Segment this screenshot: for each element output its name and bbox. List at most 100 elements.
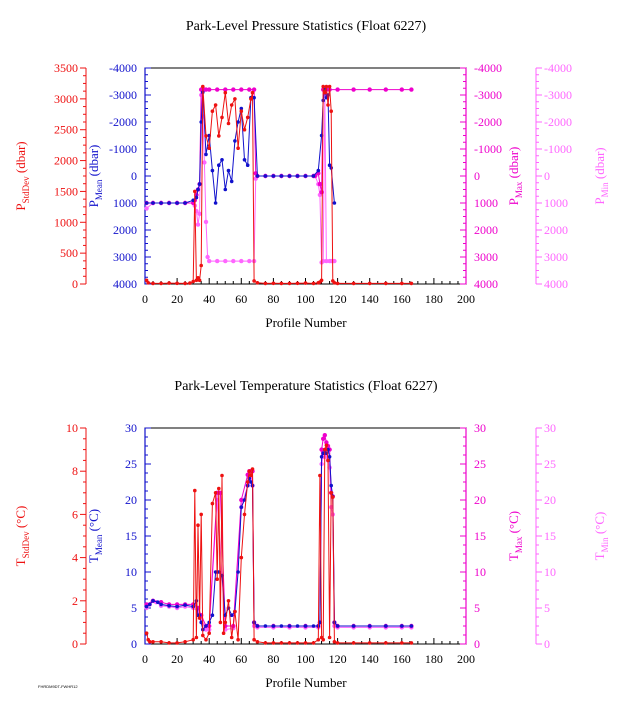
pressure-x-axis-label: Profile Number (265, 315, 347, 330)
pressure-max-point (223, 87, 228, 92)
temperature-x-tick-label: 60 (235, 652, 247, 666)
temperature-stddev-point (217, 486, 221, 491)
pressure-mean-point (159, 201, 163, 205)
temperature-stddev-point (193, 488, 197, 493)
temperature-mean-point (175, 604, 179, 609)
temperature-mean-point (199, 620, 203, 625)
pressure-mean-point (252, 95, 256, 100)
temperature-x-tick-label: 160 (393, 652, 411, 666)
pressure-stddev-point (329, 109, 334, 113)
pressure-stddev-point (384, 281, 388, 286)
pressure-x-tick-label: 0 (142, 292, 148, 306)
pressure-mean-point (196, 187, 200, 192)
pressure-max-tick-label: 2000 (474, 223, 498, 237)
pressure-max-axis-label: PMax (dbar) (506, 147, 524, 206)
pressure-max-tick-label: 3000 (474, 250, 498, 264)
pressure-stddev-point (255, 281, 260, 285)
pressure-stddev-point (204, 134, 208, 138)
temperature-stddev-tick-label: 2 (72, 594, 78, 608)
pressure-max-point (231, 87, 236, 92)
pressure-mean-point (175, 201, 179, 205)
pressure-stddev-point (249, 97, 253, 101)
pressure-stddev-point (236, 146, 240, 150)
pressure-max-point (317, 181, 323, 187)
pressure-max-point (239, 87, 244, 92)
pressure-mean-point (311, 174, 316, 178)
temperature-mean-point (271, 624, 276, 628)
temperature-stddev-point (271, 641, 276, 645)
pressure-max-tick-label: -2000 (474, 115, 502, 129)
temperature-stddev-axis-label: TStdDev (°C) (13, 506, 31, 567)
pressure-stddev-point (311, 281, 316, 286)
temperature-max-tick-label: 15 (474, 529, 486, 543)
temperature-chart: Park-Level Temperature Statistics (Float… (13, 379, 610, 690)
temperature-stddev-point (367, 641, 372, 645)
pressure-stddev-point (303, 281, 308, 285)
pressure-stddev-point (239, 109, 244, 113)
temperature-mean-point (329, 483, 334, 488)
temperature-x-tick-label: 200 (457, 652, 475, 666)
pressure-mean-point (295, 174, 300, 178)
pressure-mean-point (191, 198, 195, 203)
pressure-stddev-line (146, 86, 412, 284)
temperature-x-tick-label: 180 (425, 652, 443, 666)
temperature-stddev-point (263, 641, 268, 645)
temperature-mean-point (236, 570, 240, 574)
pressure-max-point (247, 87, 252, 92)
temperature-stddev-tick-label: 10 (66, 421, 78, 435)
temperature-min-tick-label: 5 (544, 601, 550, 615)
pressure-mean-point (279, 174, 284, 178)
pressure-stddev-point (213, 103, 218, 107)
temperature-max-point (322, 433, 327, 438)
pressure-stddev-point (321, 84, 326, 89)
pressure-mean-axis-label: PMean (dbar) (86, 145, 104, 208)
pressure-min-tick-label: -3000 (544, 88, 572, 102)
pressure-mean-point (210, 168, 215, 173)
pressure-stddev-tick-label: 1500 (54, 184, 78, 198)
pressure-mean-point (332, 201, 337, 205)
temperature-stddev-point (321, 637, 326, 642)
temperature-stddev-point (183, 640, 187, 644)
pressure-x-tick-label: 100 (297, 292, 315, 306)
temperature-stddev-point (311, 641, 316, 645)
pressure-stddev-axis-label: PStdDev (dbar) (13, 141, 31, 210)
footer-file-id: FHRDM9DT-FWHR12 (38, 684, 78, 689)
pressure-stddev-point (229, 103, 234, 107)
temperature-min-tick-label: 25 (544, 457, 556, 471)
temperature-stddev-point (400, 641, 404, 645)
temperature-mean-tick-label: 20 (125, 493, 137, 507)
pressure-max-tick-label: -4000 (474, 61, 502, 75)
pressure-stddev-point (409, 281, 414, 286)
temperature-stddev-point (229, 635, 234, 640)
pressure-min-point (239, 258, 244, 264)
temperature-stddev-point (295, 641, 300, 645)
pressure-stddev-tick-label: 3500 (54, 61, 78, 75)
temperature-max-tick-label: 0 (474, 637, 480, 651)
pressure-series (144, 84, 414, 286)
pressure-mean-point (213, 201, 218, 205)
temperature-mean-point (229, 613, 234, 617)
pressure-stddev-point (245, 115, 250, 120)
pressure-mean-tick-label: 2000 (113, 223, 137, 237)
temperature-stddev-line (146, 445, 412, 644)
pressure-stddev-point (252, 279, 256, 283)
temperature-stddev-point (191, 637, 195, 642)
pressure-min-tick-label: 1000 (544, 196, 568, 210)
pressure-stddev-point (207, 146, 211, 150)
temperature-mean-point (144, 604, 149, 609)
pressure-x-tick-label: 20 (171, 292, 183, 306)
pressure-min-point (215, 258, 220, 264)
pressure-stddev-point (201, 84, 205, 89)
pressure-stddev-point (400, 281, 404, 286)
pressure-max-tick-label: -1000 (474, 142, 502, 156)
temperature-mean-point (249, 480, 253, 484)
temperature-mean-axis-label: TMean (°C) (86, 509, 104, 563)
temperature-chart-title: Park-Level Temperature Statistics (Float… (174, 379, 437, 394)
temperature-stddev-point (255, 640, 260, 644)
temperature-mean-point (409, 624, 414, 628)
pressure-mean-tick-label: 1000 (113, 196, 137, 210)
pressure-mean-point (239, 106, 244, 111)
pressure-min-point (332, 258, 337, 264)
pressure-stddev-point (323, 90, 327, 95)
temperature-stddev-point (220, 473, 224, 478)
